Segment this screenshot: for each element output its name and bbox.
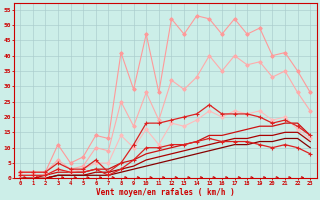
X-axis label: Vent moyen/en rafales ( km/h ): Vent moyen/en rafales ( km/h ) <box>96 188 235 197</box>
